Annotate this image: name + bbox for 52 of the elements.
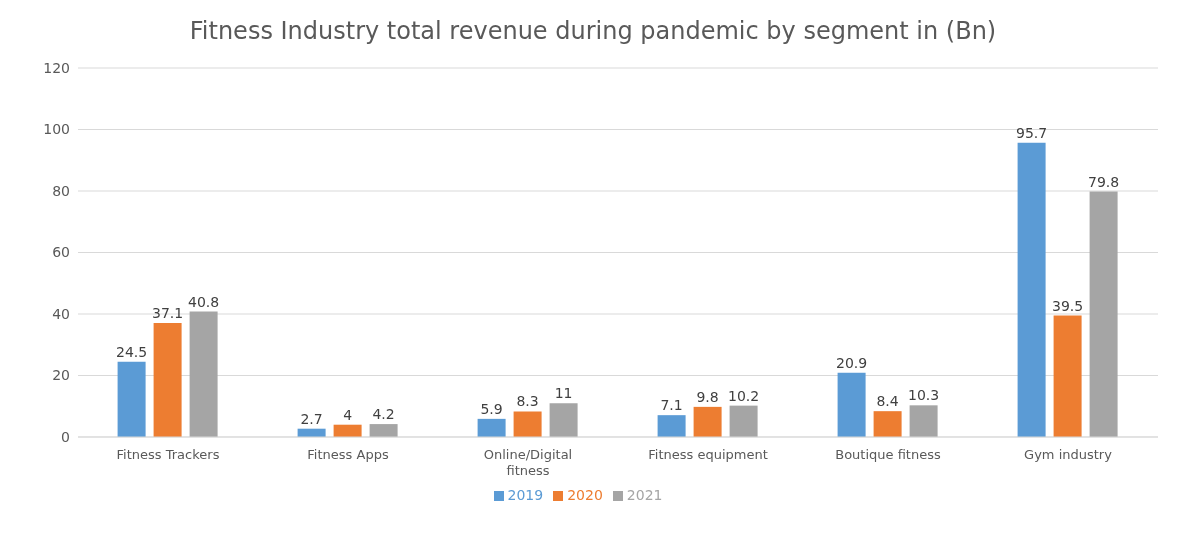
bar — [153, 322, 182, 437]
data-label: 79.8 — [1088, 173, 1120, 190]
y-tick-label: 0 — [61, 428, 70, 445]
x-tick-label: Boutique fitness — [835, 447, 941, 462]
bar — [1053, 315, 1082, 437]
data-label: 37.1 — [152, 304, 184, 321]
y-tick-label: 40 — [52, 305, 70, 322]
legend-label: 2020 — [567, 487, 603, 503]
x-tick-label: Gym industry — [1024, 447, 1113, 462]
y-tick-label: 120 — [43, 59, 70, 76]
data-label: 8.4 — [876, 393, 899, 410]
bar — [369, 424, 398, 437]
bar — [477, 418, 506, 437]
bar — [117, 361, 146, 437]
data-label: 5.9 — [480, 400, 503, 417]
data-label: 7.1 — [660, 397, 683, 414]
data-label: 11 — [554, 385, 573, 402]
data-label: 9.8 — [696, 388, 719, 405]
data-label: 10.2 — [728, 387, 760, 404]
bar — [873, 411, 902, 437]
bar — [909, 405, 938, 437]
x-tick-label: Fitness equipment — [648, 447, 768, 462]
x-tick-label: Fitness Apps — [307, 447, 389, 462]
legend-label: 2021 — [626, 487, 663, 503]
data-label: 24.5 — [116, 343, 148, 360]
x-tick-label: Online/Digital fitness — [483, 447, 573, 478]
bar — [333, 424, 362, 437]
x-tick-label: Fitness Trackers — [116, 447, 220, 462]
data-label: 8.3 — [516, 393, 539, 410]
bar — [1089, 191, 1118, 437]
y-tick-label: 80 — [52, 182, 70, 199]
bar — [1017, 142, 1046, 437]
bar — [513, 411, 542, 437]
chart-title: Fitness Industry total revenue during pandemic by segment in (Bn) — [188, 16, 998, 47]
y-tick-label: 100 — [43, 121, 70, 138]
data-label: 4.2 — [372, 406, 395, 423]
y-tick-label: 20 — [52, 367, 70, 384]
data-label: 95.7 — [1016, 124, 1048, 141]
bar — [549, 403, 578, 437]
data-label: 39.5 — [1052, 297, 1084, 314]
bar — [189, 311, 218, 437]
data-label: 2.7 — [300, 410, 323, 427]
bar — [693, 406, 722, 437]
y-tick-label: 60 — [52, 244, 70, 261]
bar — [729, 405, 758, 437]
bar — [837, 372, 866, 437]
legend-label: 2019 — [507, 487, 544, 503]
data-label: 20.9 — [836, 354, 868, 371]
bar — [657, 415, 686, 437]
data-label: 4 — [343, 406, 353, 423]
data-label: 10.3 — [908, 387, 940, 404]
data-label: 40.8 — [188, 293, 220, 310]
